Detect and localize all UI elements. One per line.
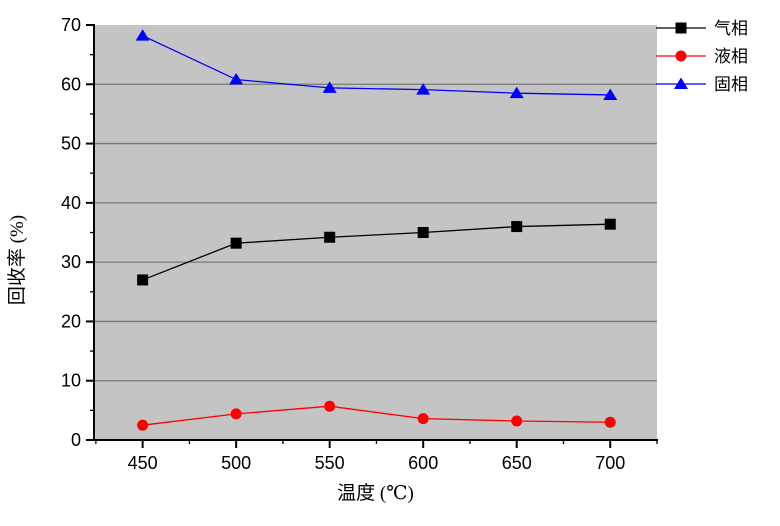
marker-square [604, 218, 616, 230]
legend-label: 液相 [714, 46, 748, 66]
y-tick-label: 50 [61, 134, 81, 154]
y-tick-label: 30 [61, 252, 81, 272]
marker-triangle [229, 73, 244, 85]
legend-item-triangle: 固相 [655, 70, 748, 98]
y-tick-label: 10 [61, 371, 81, 391]
marker-triangle [135, 29, 150, 41]
marker-triangle [603, 88, 618, 100]
legend-marker-circle-icon [656, 50, 706, 62]
series-line-1 [142, 405, 611, 426]
series-triangle [135, 29, 618, 100]
legend-marker-shape [675, 50, 687, 62]
legend: 气相 液相 固相 [655, 14, 748, 98]
marker-circle [324, 400, 336, 412]
marker-triangle [509, 86, 524, 99]
x-tick-label: 550 [315, 453, 345, 473]
marker-square [324, 231, 336, 243]
x-tick-label: 700 [595, 453, 625, 473]
legend-marker-square-icon [656, 22, 706, 34]
marker-circle [230, 408, 242, 420]
y-axis-title: 回收率 (%) [7, 214, 28, 306]
marker-square [230, 237, 242, 249]
y-tick-label: 60 [61, 74, 81, 94]
x-tick-label: 500 [221, 453, 251, 473]
plot-area [94, 25, 657, 440]
series-circle [137, 400, 616, 431]
marker-circle [417, 413, 429, 425]
series-line-2 [142, 35, 611, 96]
legend-label: 气相 [714, 18, 748, 38]
marker-triangle [416, 83, 431, 95]
marker-square [137, 274, 149, 286]
y-tick-label: 20 [61, 311, 81, 331]
marker-circle [604, 416, 616, 428]
legend-marker-shape [674, 77, 688, 89]
y-tick-label: 70 [61, 15, 81, 35]
marker-circle [511, 415, 523, 427]
marker-circle [137, 419, 149, 431]
x-tick-label: 450 [128, 453, 158, 473]
series-line-0 [142, 223, 611, 281]
y-tick-label: 0 [71, 430, 81, 450]
x-tick-label: 600 [408, 453, 438, 473]
axes: 0 10 20 30 40 50 60 70 450 500 550 600 650 700 [61, 15, 658, 473]
marker-triangle [322, 81, 337, 93]
legend-marker-triangle-icon [656, 77, 706, 89]
legend-item-circle: 液相 [655, 42, 748, 70]
marker-square [511, 221, 523, 233]
x-tick-label: 650 [502, 453, 532, 473]
legend-item-square: 气相 [655, 14, 748, 42]
legend-label: 固相 [714, 74, 748, 94]
series-square [137, 218, 616, 286]
x-axis-title: 温度 (℃) [337, 483, 414, 504]
marker-square [417, 227, 429, 238]
legend-marker-shape [675, 22, 687, 34]
y-tick-label: 40 [61, 193, 81, 213]
